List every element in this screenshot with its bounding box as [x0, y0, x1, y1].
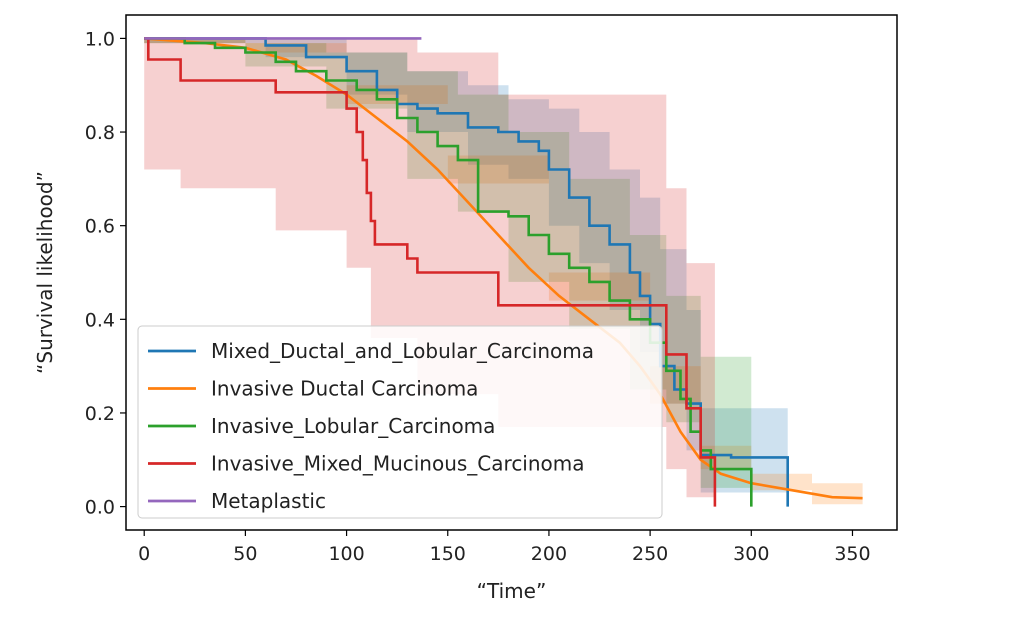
y-tick-label-1: 0.2: [85, 403, 115, 425]
x-tick-label-6: 300: [733, 543, 769, 565]
x-tick-label-3: 150: [430, 543, 466, 565]
legend-label-3: Invasive_Mixed_Mucinous_Carcinoma: [211, 452, 585, 476]
y-tick-label-0: 0.0: [85, 497, 115, 519]
y-tick-label-4: 0.8: [85, 122, 115, 144]
survival-line-1: [144, 37, 863, 500]
plot-frame: [125, 14, 898, 531]
legend: Mixed_Ductal_and_Lobular_Carcinoma Invasi…: [137, 325, 663, 519]
legend-box: [137, 325, 663, 519]
confidence-band-0: [144, 38, 788, 507]
y-tick-label-5: 1.0: [85, 28, 115, 50]
axis-ticks: 0 50 100 150 200 250 300 350 0.0 0.2 0.4 0.6 0.8 1.0: [85, 28, 871, 565]
legend-label-4: Metaplastic: [211, 489, 326, 513]
legend-label-2: Invasive_Lobular_Carcinoma: [211, 414, 495, 438]
y-tick-label-2: 0.4: [85, 309, 115, 331]
y-axis-label: “Survival likelihood”: [33, 171, 57, 374]
survival-lines: [144, 37, 863, 507]
x-tick-label-0: 0: [138, 543, 150, 565]
x-tick-label-7: 350: [834, 543, 870, 565]
legend-label-0: Mixed_Ductal_and_Lobular_Carcinoma: [211, 339, 594, 363]
x-tick-label-1: 50: [233, 543, 257, 565]
x-axis-label: “Time”: [477, 579, 547, 603]
survival-line-2: [144, 37, 753, 507]
x-tick-label-4: 200: [531, 543, 567, 565]
x-tick-label-2: 100: [328, 543, 364, 565]
x-tick-label-5: 250: [632, 543, 668, 565]
legend-label-1: Invasive Ductal Carcinoma: [211, 377, 478, 401]
y-tick-label-3: 0.6: [85, 216, 115, 238]
survival-line-3: [144, 37, 717, 507]
